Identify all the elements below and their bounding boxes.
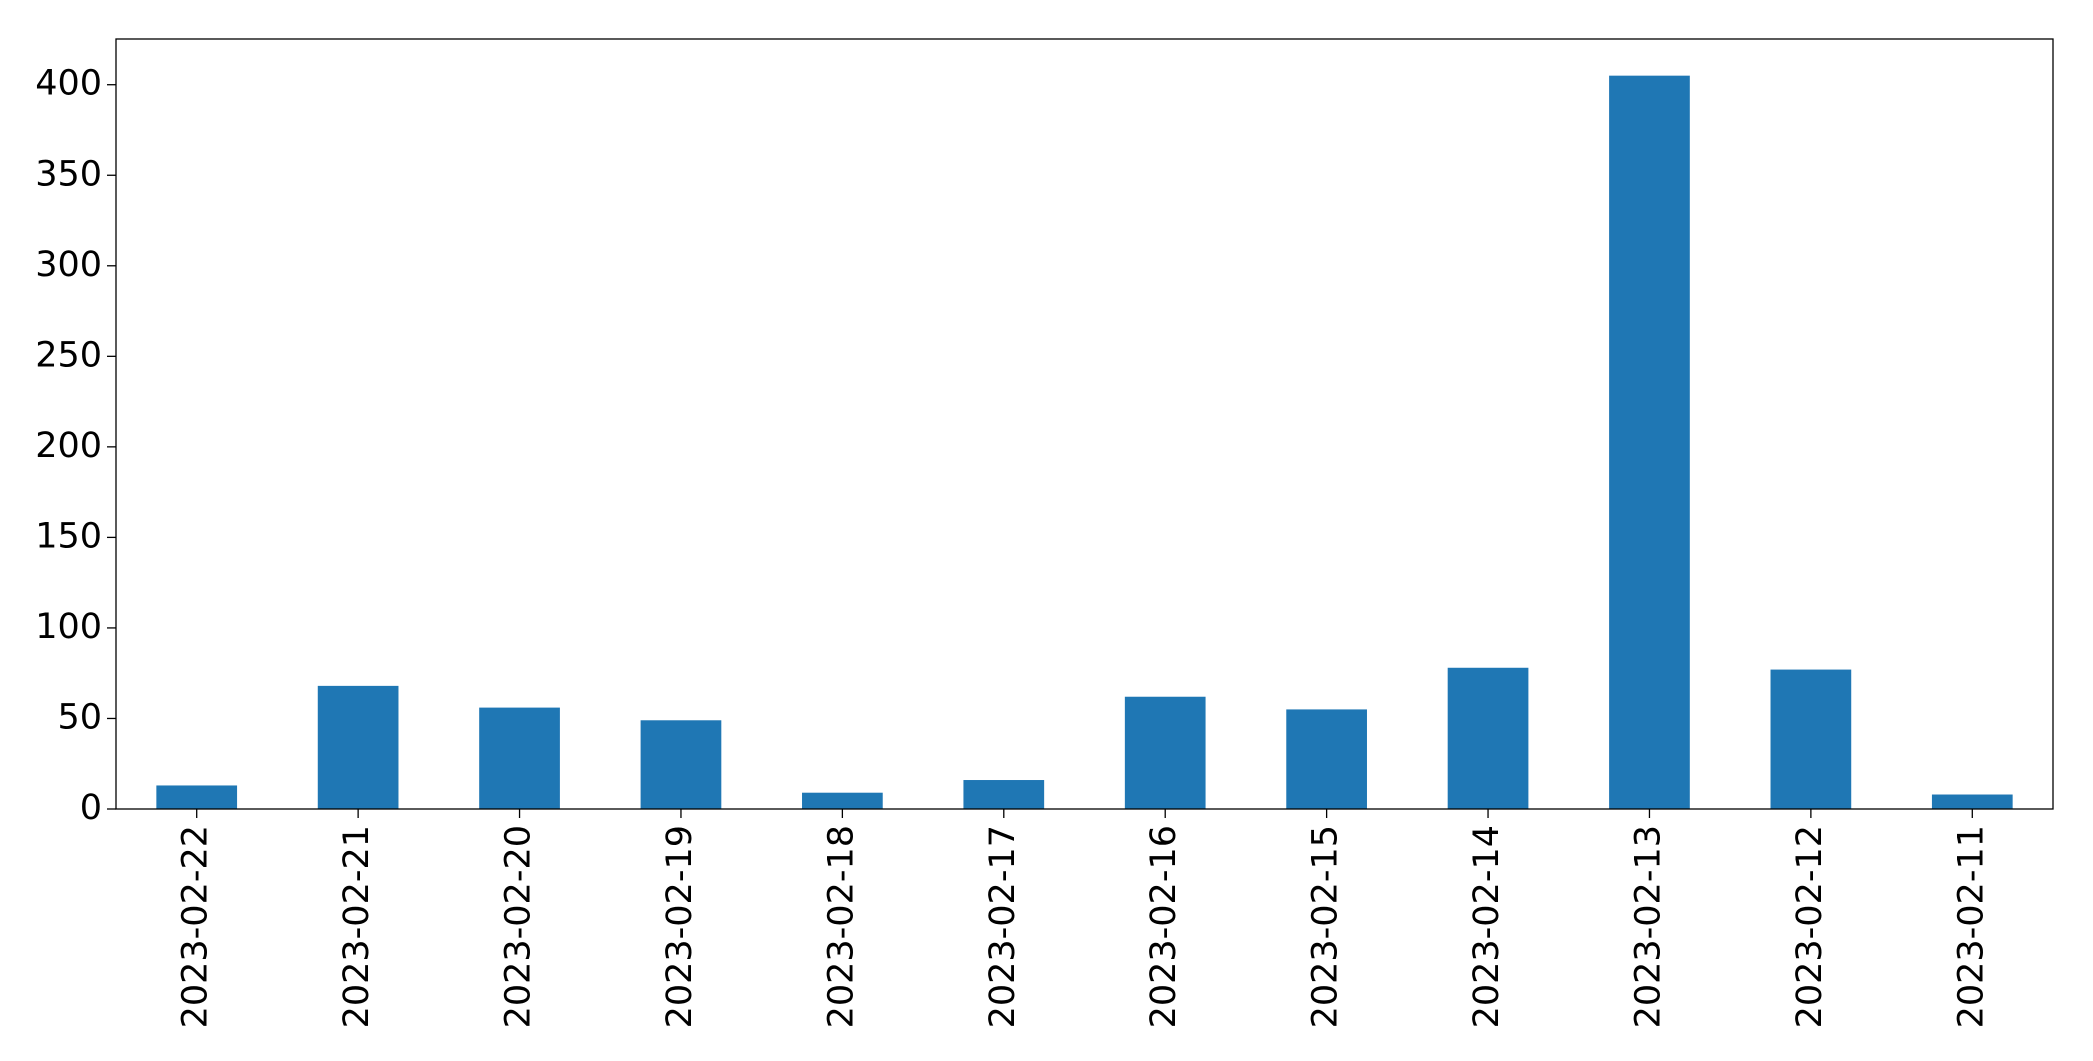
bar xyxy=(1609,75,1690,809)
bar xyxy=(317,685,399,809)
y-tick-label: 300 xyxy=(35,245,102,285)
x-tick-label: 2023-02-13 xyxy=(1628,825,1668,1028)
x-tick-label: 2023-02-12 xyxy=(1790,825,1830,1028)
bar xyxy=(1931,794,2013,809)
y-tick-label: 350 xyxy=(35,154,102,194)
y-tick-label: 200 xyxy=(35,426,102,466)
y-tick-label: 0 xyxy=(80,788,102,828)
bar xyxy=(1124,696,1206,809)
axes-frame xyxy=(115,38,2054,810)
y-tick-label: 400 xyxy=(35,64,102,104)
bar xyxy=(640,720,722,809)
x-tick-label: 2023-02-15 xyxy=(1306,825,1346,1028)
y-tick-label: 150 xyxy=(35,516,102,556)
bar xyxy=(1286,709,1367,809)
x-tick-label: 2023-02-19 xyxy=(660,825,700,1028)
bar xyxy=(156,785,238,809)
bar xyxy=(1770,669,1852,809)
x-tick-label: 2023-02-21 xyxy=(337,825,377,1028)
y-tick-label: 250 xyxy=(35,335,102,375)
bar xyxy=(963,780,1045,809)
y-tick-label: 100 xyxy=(35,607,102,647)
bar xyxy=(479,707,560,809)
x-tick-label: 2023-02-18 xyxy=(821,825,861,1028)
x-tick-label: 2023-02-11 xyxy=(1951,825,1991,1028)
x-tick-label: 2023-02-14 xyxy=(1467,825,1507,1028)
bar xyxy=(802,792,883,809)
x-tick-label: 2023-02-20 xyxy=(499,825,539,1028)
y-tick-label: 50 xyxy=(57,697,102,737)
x-tick-label: 2023-02-17 xyxy=(983,825,1023,1028)
x-tick-label: 2023-02-16 xyxy=(1144,825,1184,1028)
bar xyxy=(1447,667,1529,809)
x-tick-label: 2023-02-22 xyxy=(176,825,216,1028)
